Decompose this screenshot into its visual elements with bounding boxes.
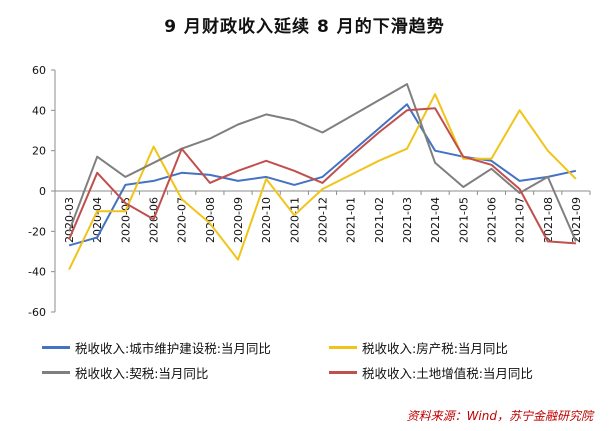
x-tick-label: 2021-02 bbox=[373, 197, 386, 243]
legend-swatch bbox=[329, 346, 357, 349]
legend-swatch bbox=[329, 371, 357, 374]
legend-label: 税收收入:房产税:当月同比 bbox=[362, 341, 508, 356]
legend-label: 税收收入:城市维护建设税:当月同比 bbox=[75, 341, 271, 356]
series-line bbox=[68, 93, 577, 271]
legend-swatch bbox=[42, 346, 70, 349]
x-tick-label: 2021-04 bbox=[429, 197, 442, 243]
x-tick-label: 2021-01 bbox=[345, 197, 358, 243]
legend-item: 税收收入:契税:当月同比 bbox=[42, 363, 208, 382]
x-tick-label: 2021-08 bbox=[542, 197, 555, 243]
x-tick-label: 2021-03 bbox=[401, 197, 414, 243]
series-line bbox=[68, 107, 576, 245]
x-tick-label: 2021-06 bbox=[485, 197, 498, 243]
chart-title: 9 月财政收入延续 8 月的下滑趋势 bbox=[164, 17, 445, 37]
series-line bbox=[68, 83, 577, 242]
x-tick-label: 2020-12 bbox=[317, 197, 330, 243]
x-tick-label: 2021-07 bbox=[514, 197, 527, 243]
x-tick-label: 2020-05 bbox=[119, 197, 132, 243]
legend-swatch bbox=[42, 371, 70, 374]
legend-label: 税收收入:土地增值税:当月同比 bbox=[362, 366, 533, 381]
source-note: 资料来源：Wind，苏宁金融研究院 bbox=[406, 409, 593, 423]
y-tick-label: 60 bbox=[32, 64, 46, 77]
legend-item: 税收收入:房产税:当月同比 bbox=[329, 338, 508, 357]
legend-item: 税收收入:城市维护建设税:当月同比 bbox=[42, 338, 271, 357]
legend-item: 税收收入:土地增值税:当月同比 bbox=[329, 363, 533, 382]
x-tick-label: 2020-10 bbox=[260, 197, 273, 243]
series-line bbox=[68, 103, 577, 247]
x-tick-label: 2021-09 bbox=[570, 197, 583, 243]
y-tick-label: 40 bbox=[32, 104, 46, 117]
y-tick-label: 20 bbox=[32, 145, 46, 158]
x-tick-label: 2021-05 bbox=[457, 197, 470, 243]
legend-label: 税收收入:契税:当月同比 bbox=[75, 366, 209, 381]
y-tick-label: -20 bbox=[28, 225, 46, 238]
x-tick-label: 2020-08 bbox=[204, 197, 217, 243]
y-tick-label: -40 bbox=[28, 266, 46, 279]
x-tick-label: 2020-11 bbox=[288, 197, 301, 243]
y-tick-label: 0 bbox=[39, 185, 46, 198]
x-tick-label: 2020-09 bbox=[232, 197, 245, 243]
y-tick-label: -60 bbox=[28, 306, 46, 319]
x-tick-label: 2020-07 bbox=[176, 197, 189, 243]
